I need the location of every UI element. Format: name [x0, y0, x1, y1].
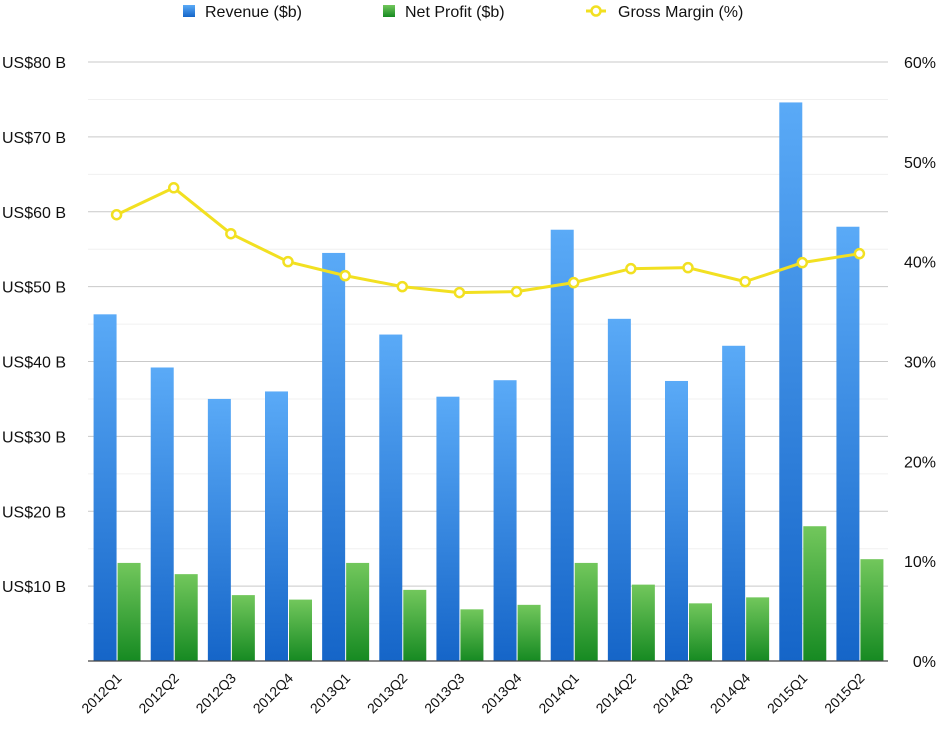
gross-margin-point — [567, 276, 580, 289]
y-right-tick-label: 50% — [904, 155, 936, 172]
net-profit-bar — [746, 597, 770, 661]
revenue-bar — [607, 318, 631, 661]
revenue-bar — [779, 102, 803, 662]
legend-marker — [590, 5, 602, 17]
net-profit-bar — [689, 603, 712, 661]
gross-margin-point — [796, 256, 809, 269]
x-tick-label: 2012Q3 — [192, 670, 239, 717]
legend-label: Revenue ($b) — [205, 4, 302, 21]
net-profit-bar — [346, 562, 370, 661]
net-profit-bar — [289, 599, 312, 661]
y-right-tick-label: 60% — [904, 55, 936, 72]
x-tick-label: 2015Q2 — [821, 670, 868, 717]
x-tick-label: 2013Q3 — [421, 670, 468, 717]
revenue-bar — [322, 252, 346, 661]
legend-swatch — [183, 5, 195, 17]
x-tick-label: 2013Q4 — [478, 670, 525, 717]
net-profit-bar — [860, 559, 884, 661]
net-profit-bar — [174, 574, 198, 661]
gross-margin-point — [739, 275, 751, 288]
revenue-bar — [436, 396, 460, 661]
net-profit-bar — [574, 562, 598, 661]
x-tick-label: 2012Q2 — [135, 670, 182, 717]
legend-item: Revenue ($b) — [183, 4, 302, 21]
y-left-tick-label: US$50 B — [2, 280, 66, 297]
y-left-tick-label: US$70 B — [2, 130, 66, 147]
gross-margin-point — [167, 182, 180, 194]
gross-margin-point — [510, 285, 523, 298]
revenue-bar — [265, 391, 288, 661]
y-left-tick-label: US$60 B — [2, 205, 66, 222]
revenue-bar — [665, 380, 688, 661]
revenue-bar — [379, 334, 403, 661]
x-tick-label: 2012Q4 — [250, 670, 297, 717]
legend-label: Gross Margin (%) — [618, 4, 743, 21]
y-left-tick-label: US$30 B — [2, 429, 66, 446]
x-tick-label: 2013Q2 — [364, 670, 411, 717]
x-tick-label: 2012Q1 — [78, 670, 125, 717]
gross-margin-point — [339, 269, 351, 282]
gross-margin-point — [282, 255, 294, 268]
revenue-bar — [722, 345, 746, 661]
net-profit-bar — [403, 589, 427, 661]
y-right-tick-label: 10% — [904, 554, 936, 571]
bars — [93, 102, 884, 662]
y-left-tick-label: US$40 B — [2, 355, 66, 372]
revenue-bar — [836, 226, 860, 661]
gross-margin-point — [682, 261, 694, 274]
y-right-tick-label: 20% — [904, 454, 936, 471]
y-right-tick-label: 40% — [904, 255, 936, 272]
gross-margin-line — [110, 182, 866, 299]
revenue-bar — [93, 314, 117, 661]
x-tick-label: 2014Q4 — [707, 670, 754, 717]
gross-margin-polyline — [115, 186, 860, 295]
gross-margin-point — [453, 286, 466, 299]
net-profit-bar — [231, 595, 255, 661]
revenue-bar — [150, 367, 174, 661]
x-tick-label: 2015Q1 — [764, 670, 811, 717]
y-left-tick-label: US$20 B — [2, 504, 66, 521]
y-right-tick-label: 0% — [913, 654, 936, 671]
gross-margin-point — [853, 247, 866, 260]
x-tick-label: 2014Q3 — [650, 670, 697, 717]
net-profit-bar — [460, 609, 484, 661]
gross-margin-point — [625, 262, 637, 275]
revenue-bar — [493, 380, 517, 661]
legend-swatch — [383, 5, 395, 17]
x-tick-label: 2014Q1 — [535, 670, 582, 717]
axes: US$10 B US$20 B US$30 B US$40 B US$50 B US$60… — [2, 55, 936, 716]
net-profit-bar — [803, 526, 827, 661]
y-left-tick-label: US$10 B — [2, 579, 66, 596]
revenue-bar — [207, 398, 231, 661]
y-left-tick-label: US$80 B — [2, 55, 66, 72]
gross-margin-point — [225, 227, 237, 240]
revenue-bar — [550, 229, 574, 661]
gross-margin-point — [110, 208, 123, 221]
legend: Revenue ($b) Net Profit ($b) Gross Margin … — [183, 4, 743, 21]
net-profit-bar — [631, 584, 655, 661]
x-tick-label: 2014Q2 — [592, 670, 639, 717]
legend-item: Gross Margin (%) — [586, 4, 743, 21]
net-profit-bar — [517, 604, 541, 661]
net-profit-bar — [117, 562, 141, 661]
x-tick-label: 2013Q1 — [307, 670, 354, 717]
legend-label: Net Profit ($b) — [405, 4, 505, 21]
gross-margin-point — [396, 280, 409, 293]
y-right-tick-label: 30% — [904, 355, 936, 372]
legend-item: Net Profit ($b) — [383, 4, 505, 21]
